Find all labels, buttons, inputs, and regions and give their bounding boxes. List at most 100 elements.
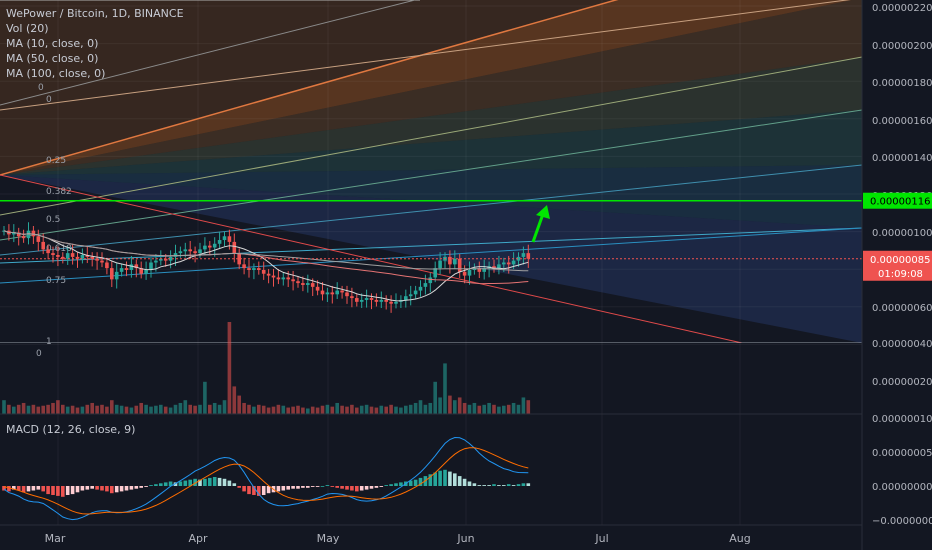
volume-bar xyxy=(119,405,124,414)
macd-histogram-bar xyxy=(257,486,261,496)
study-ma10[interactable]: MA (10, close, 0) xyxy=(6,37,99,50)
macd-histogram-bar xyxy=(173,482,178,486)
volume-bar xyxy=(65,406,70,414)
candle-body xyxy=(90,256,94,259)
macd-histogram-bar xyxy=(154,484,158,486)
macd-histogram-bar xyxy=(247,486,251,495)
candle-body xyxy=(51,253,55,256)
volume-bar xyxy=(355,407,359,414)
volume-bar xyxy=(7,404,11,414)
volume-bar xyxy=(492,404,496,414)
candle-body xyxy=(374,299,379,302)
candle-body xyxy=(438,260,442,269)
candle-body xyxy=(306,283,310,285)
volume-bar xyxy=(163,406,168,414)
macd-histogram-bar xyxy=(149,485,153,486)
volume-bar xyxy=(154,405,158,414)
drawing-overlays[interactable] xyxy=(0,199,862,260)
candle-body xyxy=(31,230,36,237)
volume-bar xyxy=(457,397,462,414)
price-axis[interactable]: 0.00000220 0.00000200 0.00000180 0.00000160… xyxy=(861,0,932,550)
volume-bar xyxy=(100,404,104,414)
candle-body xyxy=(345,292,349,297)
moving-average-lines xyxy=(3,230,529,302)
candle-body xyxy=(408,294,413,297)
volume-bar xyxy=(506,404,511,414)
candle-body xyxy=(433,268,437,278)
candle-body xyxy=(12,232,16,235)
study-ma50[interactable]: MA (50, close, 0) xyxy=(6,52,99,65)
macd-histogram-bar xyxy=(266,486,271,494)
candle-body xyxy=(242,264,246,269)
macd-histogram-bar xyxy=(237,486,241,488)
macd-histogram-bar xyxy=(212,477,217,486)
volume-bar xyxy=(404,405,408,414)
volume-bar xyxy=(384,406,388,414)
candle-body xyxy=(41,241,45,250)
volume-bar xyxy=(511,402,516,414)
volume-bar xyxy=(374,407,379,414)
macd-histogram-bar xyxy=(129,486,134,490)
candle-body xyxy=(482,268,486,272)
symbol-title[interactable]: WePower / Bitcoin, 1D, BINANCE xyxy=(6,7,184,20)
volume-bar xyxy=(291,406,295,414)
macd-histogram-bar xyxy=(413,479,418,486)
macd-histogram-bar xyxy=(408,480,413,486)
candle-body xyxy=(134,264,139,269)
macd-histogram-bar xyxy=(310,486,315,487)
macd-histogram-bar xyxy=(276,486,281,492)
macd-histogram-bar xyxy=(359,486,364,491)
candle-body xyxy=(276,277,281,280)
fan-line xyxy=(0,164,862,256)
candle-body xyxy=(379,299,384,302)
time-axis[interactable]: Mar Apr May Jun Jul Aug xyxy=(45,532,751,545)
macd-histogram-bar xyxy=(457,476,462,486)
fib-fan-lines[interactable] xyxy=(0,0,862,343)
candle-body xyxy=(330,292,335,295)
macd-histogram-bar xyxy=(335,486,339,488)
macd-histogram-bar xyxy=(144,486,148,487)
volume-bar xyxy=(232,386,237,414)
macd-histogram-bar xyxy=(222,478,227,486)
macd-histogram-bar xyxy=(21,486,26,493)
candle-body xyxy=(457,258,462,272)
macd-legend: MACD (12, 26, close, 9) xyxy=(6,422,135,437)
study-ma100[interactable]: MA (100, close, 0) xyxy=(6,67,106,80)
volume-bar xyxy=(301,407,305,414)
volume-bar xyxy=(51,402,55,414)
macd-histogram-bar xyxy=(384,485,388,486)
macd-histogram-bar xyxy=(492,484,496,486)
candle-body xyxy=(516,256,521,261)
volume-bar xyxy=(257,404,261,414)
macd-histogram-bar xyxy=(227,480,232,486)
macd-label[interactable]: MACD (12, 26, close, 9) xyxy=(6,423,136,436)
volume-bar xyxy=(423,404,428,414)
macd-histogram-bar xyxy=(16,486,21,491)
candle-body xyxy=(168,256,173,261)
volume-bar xyxy=(276,404,281,414)
fan-line xyxy=(0,0,619,176)
volume-bar xyxy=(139,402,143,414)
candlestick-series[interactable] xyxy=(2,222,531,313)
volume-bar xyxy=(399,407,403,414)
fan-band xyxy=(0,165,862,228)
candle-body xyxy=(502,262,506,265)
study-vol[interactable]: Vol (20) xyxy=(6,22,49,35)
macd-histogram-bar xyxy=(379,486,384,487)
macd-histogram-bar xyxy=(453,473,457,486)
candle-body xyxy=(413,290,418,295)
candle-body xyxy=(163,258,168,261)
volume-bar xyxy=(448,395,452,414)
fib-label: 0 xyxy=(38,83,44,93)
volume-bar xyxy=(2,400,6,414)
candle-body xyxy=(212,243,217,248)
macd-histogram-bar xyxy=(168,481,173,486)
candle-body xyxy=(310,283,315,287)
grid-lines xyxy=(0,0,862,525)
volume-bar xyxy=(183,400,188,414)
candle-body xyxy=(65,253,70,259)
volume-bar xyxy=(21,402,26,414)
volume-bar xyxy=(261,405,266,414)
candle-body xyxy=(384,299,388,302)
